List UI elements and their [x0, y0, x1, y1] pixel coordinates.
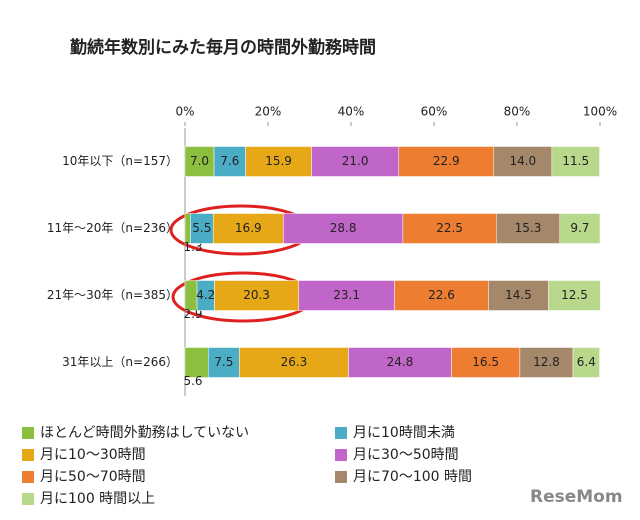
value-label: 21.0	[342, 154, 369, 168]
bar-segment	[298, 280, 395, 311]
bar-segment	[572, 347, 600, 378]
bar-segment	[348, 347, 452, 378]
value-label: 12.5	[561, 288, 588, 302]
y-tick-label: 10年以下（n=157）	[62, 154, 178, 168]
x-tick-label: 0%	[175, 105, 194, 119]
x-tick-label: 60%	[421, 105, 448, 119]
legend-swatch	[22, 493, 34, 505]
bar-segment	[207, 347, 240, 378]
bar-segment	[551, 146, 600, 177]
value-label: 23.1	[333, 288, 360, 302]
bar-segment	[283, 213, 404, 244]
value-label: 6.4	[577, 355, 596, 369]
value-label: 14.5	[505, 288, 532, 302]
bar-segment	[493, 146, 553, 177]
value-label: 5.5	[192, 221, 211, 235]
value-label: 22.6	[428, 288, 455, 302]
legend-swatch	[335, 427, 347, 439]
y-tick-label: 11年～20年（n=236）	[47, 221, 178, 235]
x-tick-label: 80%	[504, 105, 531, 119]
bar-segment	[239, 347, 349, 378]
bar-segment	[451, 347, 521, 378]
value-label: 15.3	[515, 221, 542, 235]
x-tick-label: 100%	[583, 105, 617, 119]
value-label: 4.2	[196, 288, 215, 302]
value-label: 15.9	[265, 154, 292, 168]
legend-label: ほとんど時間外勤務はしていない	[40, 425, 249, 441]
value-label: 7.5	[214, 355, 233, 369]
legend-swatch	[22, 427, 34, 439]
value-label: 5.6	[183, 374, 202, 388]
bar-segment	[519, 347, 574, 378]
value-label: 12.8	[533, 355, 560, 369]
bar-segment	[212, 213, 284, 244]
legend-label: 月に50～70時間	[40, 469, 146, 485]
legend-label: 月に100 時間以上	[40, 491, 155, 507]
bar-segment	[311, 146, 399, 177]
value-label: 9.7	[570, 221, 589, 235]
value-label: 7.6	[220, 154, 239, 168]
bar-segment	[488, 280, 549, 311]
bar-segment	[559, 213, 601, 244]
value-label: 14.0	[509, 154, 536, 168]
legend-swatch	[335, 449, 347, 461]
bar-segment	[402, 213, 497, 244]
value-label: 22.9	[433, 154, 460, 168]
legend-swatch	[335, 471, 347, 483]
watermark: ReseMom	[530, 487, 623, 507]
bar-segment	[548, 280, 601, 311]
y-tick-label: 21年～30年（n=385）	[47, 288, 178, 302]
value-label: 22.5	[436, 221, 463, 235]
legend-label: 月に30～50時間	[353, 447, 459, 463]
value-label: 16.5	[472, 355, 499, 369]
value-label: 11.5	[562, 154, 589, 168]
value-label: 28.8	[330, 221, 357, 235]
bar-segment	[184, 213, 191, 244]
value-label: 24.8	[387, 355, 414, 369]
y-tick-label: 31年以上（n=266）	[62, 355, 178, 369]
x-tick-label: 20%	[255, 105, 282, 119]
legend-swatch	[22, 449, 34, 461]
bar-segment	[214, 280, 299, 311]
legend-label: 月に10～30時間	[40, 447, 146, 463]
chart-title: 勤続年数別にみた毎月の時間外勤務時間	[70, 37, 376, 58]
bar-segment	[496, 213, 560, 244]
value-label: 7.0	[190, 154, 209, 168]
bar-segment	[184, 347, 209, 378]
value-label: 26.3	[281, 355, 308, 369]
legend-swatch	[22, 471, 34, 483]
bar-segment	[184, 146, 215, 177]
bar-segment	[394, 280, 489, 311]
legend-label: 月に70～100 時間	[353, 469, 472, 485]
x-tick-label: 40%	[338, 105, 365, 119]
value-label: 20.3	[243, 288, 270, 302]
legend-label: 月に10時間未満	[353, 425, 455, 441]
value-label: 16.9	[235, 221, 262, 235]
